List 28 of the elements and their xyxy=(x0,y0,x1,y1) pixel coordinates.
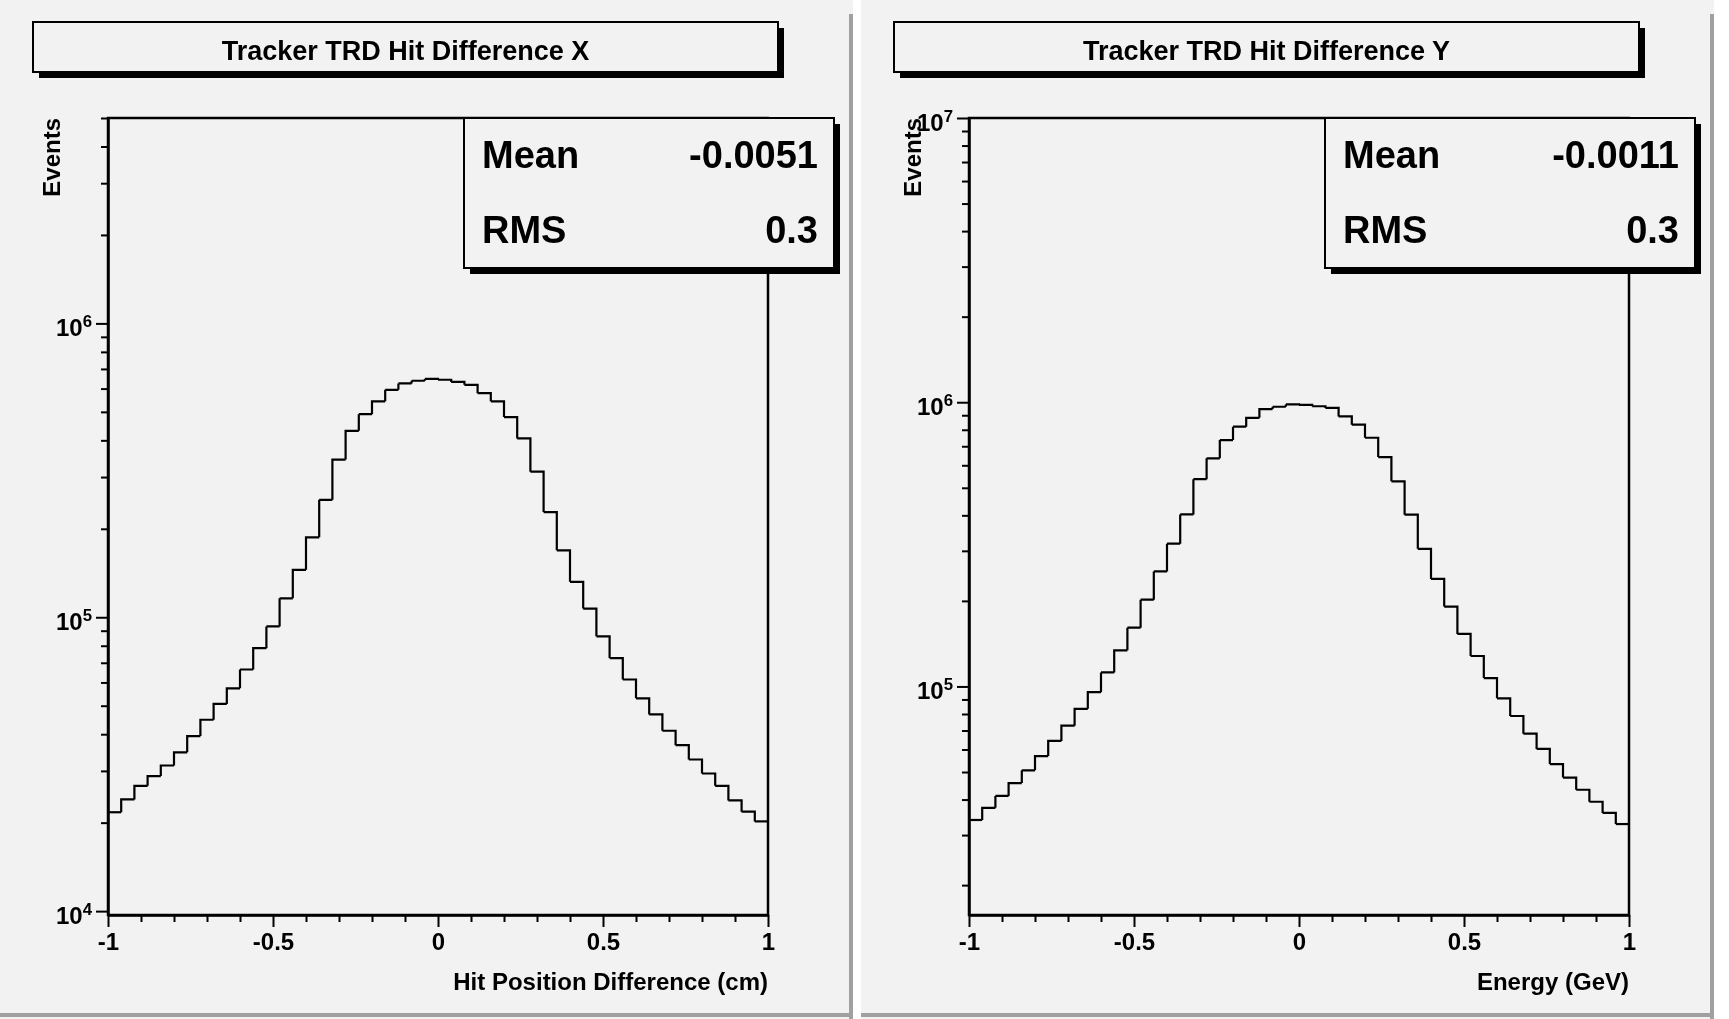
annotation: 0.3 xyxy=(1626,209,1679,251)
chart-title: Tracker TRD Hit Difference X xyxy=(221,36,590,66)
y-tick-label: 10$^{6}$ xyxy=(916,390,953,420)
x-axis-title: Hit Position Difference (cm) xyxy=(453,968,768,995)
x-tick-label: -1 xyxy=(958,928,981,956)
annotation: RMS xyxy=(482,209,567,251)
annotation: 0.3 xyxy=(765,209,818,251)
x-tick-label: 0.5 xyxy=(1447,928,1482,956)
y-tick-label: 10$^{4}$ xyxy=(55,899,93,929)
x-tick-label: -1 xyxy=(97,928,120,956)
x-tick-label: 0 xyxy=(1292,928,1307,956)
x-tick-label: 0 xyxy=(431,928,446,956)
annotation: Mean xyxy=(1343,134,1441,176)
x-tick-label: -0.5 xyxy=(1113,928,1156,956)
annotation: RMS xyxy=(1343,209,1428,251)
chart-title: Tracker TRD Hit Difference Y xyxy=(1082,36,1451,66)
y-axis-title: Events xyxy=(38,118,65,197)
annotation: Mean xyxy=(482,134,580,176)
y-tick-label: 10$^{6}$ xyxy=(55,311,92,341)
y-tick-label: 10$^{5}$ xyxy=(916,674,953,704)
x-tick-label: 0.5 xyxy=(586,928,621,956)
annotation: -0.0011 xyxy=(1552,134,1679,176)
y-tick-label: 10$^{5}$ xyxy=(55,605,92,635)
x-tick-label: 1 xyxy=(761,928,776,956)
annotation: -0.0051 xyxy=(689,134,818,176)
x-tick-label: 1 xyxy=(1622,928,1637,956)
x-axis-title: Energy (GeV) xyxy=(1476,968,1629,995)
x-tick-label: -0.5 xyxy=(252,928,295,956)
